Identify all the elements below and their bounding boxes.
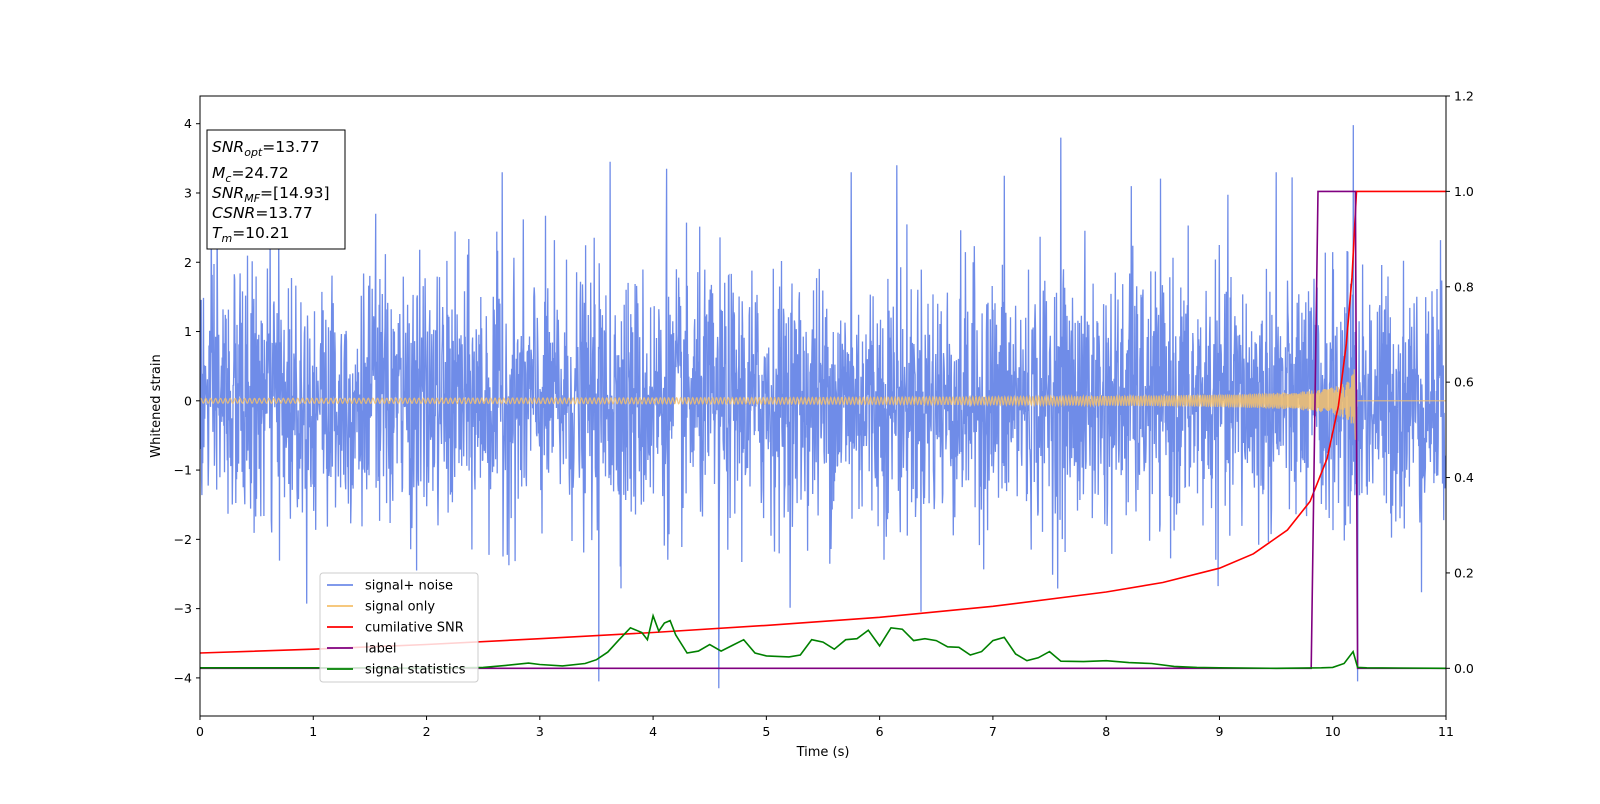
- x-tick-label: 4: [649, 724, 657, 739]
- x-tick-label: 3: [536, 724, 544, 739]
- y-tick-label: 1: [184, 324, 192, 339]
- y-tick-label: 4: [184, 116, 192, 131]
- y2-tick-label: 0.2: [1454, 565, 1474, 580]
- x-tick-label: 7: [989, 724, 997, 739]
- y-tick-label: −2: [174, 532, 192, 547]
- info-csnr: CSNR=13.77: [212, 204, 313, 222]
- x-tick-label: 8: [1102, 724, 1110, 739]
- y-tick-label: 0: [184, 393, 192, 408]
- info-merger-time: Tm=10.21: [212, 224, 290, 245]
- legend-label: signal only: [365, 600, 435, 615]
- legend-frame: [319, 572, 479, 683]
- legend-label: signal+ noise: [365, 579, 453, 594]
- x-tick-label: 11: [1438, 724, 1454, 739]
- y-tick-label: 2: [184, 255, 192, 270]
- x-tick-label: 6: [876, 724, 884, 739]
- x-tick-label: 0: [196, 724, 204, 739]
- y-tick-label: −3: [174, 601, 192, 616]
- legend: signal+ noise signal only cumilative SNR la…: [319, 572, 479, 683]
- x-tick-label: 9: [1215, 724, 1223, 739]
- info-snr-opt: SNRopt=13.77: [212, 138, 320, 159]
- y-tick-label: −4: [174, 670, 192, 685]
- y2-tick-label: 0.6: [1454, 375, 1474, 390]
- x-tick-label: 5: [762, 724, 770, 739]
- y2-tick-label: 1.0: [1454, 184, 1474, 199]
- y-tick-label: −1: [174, 463, 192, 478]
- info-box: SNRopt=13.77 Mc=24.72 SNRMF=[14.93] CSNR…: [206, 129, 346, 250]
- y2-tick-label: 0.0: [1454, 661, 1474, 676]
- legend-items: signal+ noise signal only cumilative SNR la…: [327, 579, 466, 678]
- y-tick-label: 3: [184, 185, 192, 200]
- y2-tick-label: 1.2: [1454, 89, 1474, 104]
- info-chirp-mass: Mc=24.72: [212, 164, 289, 185]
- series-layer: [200, 125, 1446, 689]
- x-tick-label: 1: [309, 724, 317, 739]
- series-cumulative-snr: [200, 190, 1446, 654]
- legend-label: signal statistics: [365, 663, 466, 678]
- info-box-frame: [206, 129, 346, 250]
- series-signal-only: [200, 369, 1446, 440]
- series-signal-noise: [200, 125, 1446, 689]
- x-axis-label: Time (s): [796, 745, 850, 760]
- legend-label: label: [365, 642, 396, 657]
- y2-tick-label: 0.4: [1454, 470, 1474, 485]
- series-signal-statistics: [200, 613, 1446, 670]
- y2-tick-label: 0.8: [1454, 279, 1474, 294]
- y-axis-label: Whitened strain: [149, 354, 164, 457]
- x-tick-label: 10: [1325, 724, 1341, 739]
- x-tick-label: 2: [423, 724, 431, 739]
- info-snr-mf: SNRMF=[14.93]: [212, 184, 330, 205]
- plot-frame: [199, 95, 1447, 717]
- legend-label: cumilative SNR: [365, 621, 464, 636]
- ticks-layer: 0 1 2 3 4 5 6 7 8 9 10 11 −4 −3 −2 −1 0 1 2 3 4 0.0 0.2 0.4 0.6 0…: [174, 89, 1474, 740]
